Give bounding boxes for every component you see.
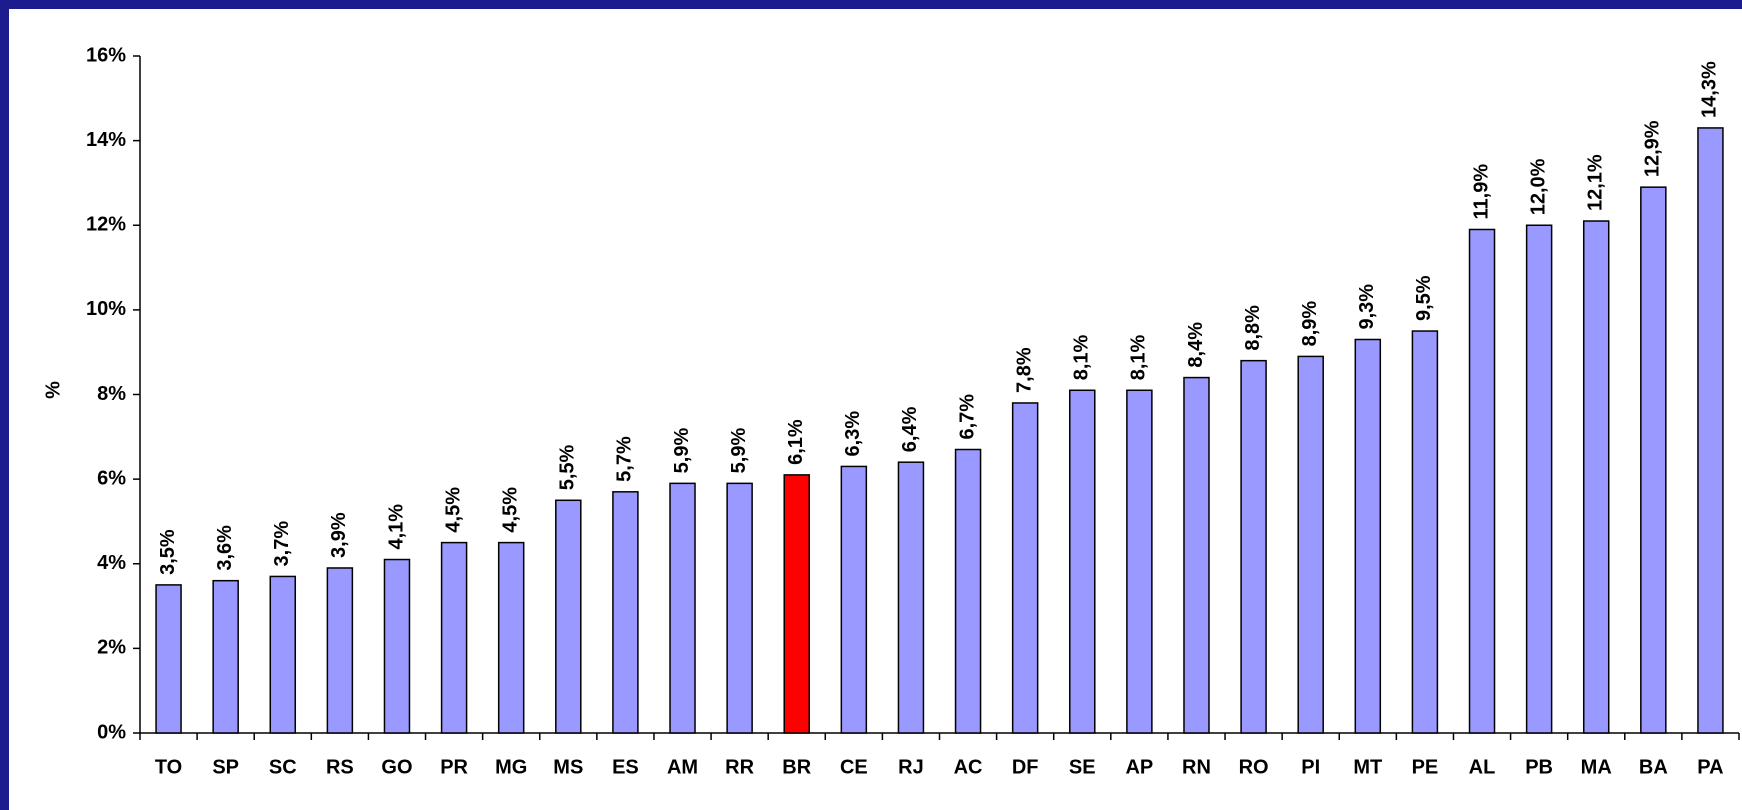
y-tick-label: 16% (86, 44, 126, 66)
bar (840, 465, 868, 734)
x-tick-label: RS (326, 756, 354, 778)
x-tick-label: BR (782, 756, 811, 778)
value-label: 14,3% (1699, 61, 1721, 118)
y-tick-label: 0% (97, 721, 126, 743)
value-label: 5,7% (614, 436, 636, 482)
y-tick-label: 12% (86, 214, 126, 236)
bar (155, 584, 182, 734)
bar (783, 474, 810, 734)
y-tick-label: 8% (97, 383, 126, 405)
bar (1411, 330, 1439, 734)
x-tick-label: PI (1301, 756, 1320, 778)
value-label: 6,7% (956, 394, 978, 440)
value-label: 11,9% (1470, 164, 1492, 220)
x-tick-label: AL (1469, 756, 1496, 778)
x-tick-label: MG (495, 756, 527, 778)
value-label: 5,5% (557, 444, 579, 490)
y-tick-label: 14% (86, 129, 126, 151)
value-label: 6,3% (842, 411, 864, 457)
bar (954, 448, 982, 734)
value-label: 3,9% (328, 512, 350, 558)
x-tick-label: RJ (898, 756, 924, 778)
bar (383, 558, 411, 734)
x-tick-label: PA (1697, 756, 1723, 778)
x-tick-label: AM (667, 756, 698, 778)
bar (1011, 402, 1039, 734)
value-label: 6,1% (785, 419, 807, 465)
bar (726, 482, 753, 734)
bar (669, 482, 696, 734)
value-label: 6,4% (899, 406, 921, 452)
x-tick-label: BA (1639, 756, 1668, 778)
bar (212, 579, 239, 734)
bar (555, 499, 582, 734)
x-tick-label: MS (553, 756, 583, 778)
x-tick-label: TO (155, 756, 182, 778)
x-tick-label: CE (840, 756, 868, 778)
value-label: 3,7% (271, 521, 293, 567)
x-tick-label: SE (1069, 756, 1096, 778)
value-label: 8,1% (1071, 334, 1093, 380)
value-label: 12,1% (1585, 154, 1607, 211)
value-label: 4,5% (442, 487, 464, 533)
x-tick-label: RO (1239, 756, 1269, 778)
x-tick-label: SC (269, 756, 297, 778)
x-tick-label: RN (1182, 756, 1211, 778)
value-label: 8,1% (1128, 334, 1150, 380)
bar (440, 541, 468, 734)
bar (612, 491, 639, 734)
x-tick-label: AC (954, 756, 983, 778)
bar (1240, 359, 1267, 734)
x-tick-label: AP (1125, 756, 1153, 778)
bar (497, 541, 525, 734)
value-label: 5,9% (728, 428, 750, 474)
x-tick-label: SP (212, 756, 239, 778)
bar (1183, 376, 1210, 734)
bar (1468, 228, 1496, 734)
y-axis-label: % (42, 381, 64, 399)
value-label: 7,8% (1013, 347, 1035, 393)
bar (1582, 220, 1610, 734)
bar (1069, 389, 1096, 734)
x-tick-label: PE (1412, 756, 1439, 778)
value-label: 12,0% (1527, 158, 1549, 215)
bar (269, 575, 297, 734)
y-tick-label: 4% (97, 552, 126, 574)
value-label: 9,5% (1413, 275, 1435, 321)
value-label: 3,6% (214, 525, 236, 571)
bar (326, 567, 354, 734)
bar (1525, 224, 1553, 734)
x-tick-label: ES (612, 756, 639, 778)
y-tick-label: 6% (97, 467, 126, 489)
bar (897, 461, 925, 734)
value-label: 8,9% (1299, 301, 1321, 347)
value-label: 3,5% (157, 529, 179, 575)
plot-panel (9, 9, 1742, 810)
value-label: 8,4% (1185, 322, 1207, 368)
bar (1640, 186, 1667, 734)
value-label: 9,3% (1356, 284, 1378, 330)
x-tick-label: MA (1581, 756, 1612, 778)
value-label: 5,9% (671, 428, 693, 474)
y-tick-label: 10% (86, 298, 126, 320)
bar (1697, 127, 1724, 734)
x-tick-label: GO (381, 756, 412, 778)
x-tick-label: PB (1525, 756, 1553, 778)
bar (1126, 389, 1153, 734)
bar (1297, 355, 1324, 734)
value-label: 4,1% (385, 504, 407, 550)
x-tick-label: MT (1353, 756, 1382, 778)
y-tick-label: 2% (97, 637, 126, 659)
x-tick-label: PR (440, 756, 468, 778)
bar (1354, 338, 1382, 734)
x-tick-label: DF (1012, 756, 1039, 778)
value-label: 8,8% (1242, 305, 1264, 351)
value-label: 12,9% (1642, 120, 1664, 177)
x-tick-label: RR (725, 756, 754, 778)
value-label: 4,5% (499, 487, 521, 533)
